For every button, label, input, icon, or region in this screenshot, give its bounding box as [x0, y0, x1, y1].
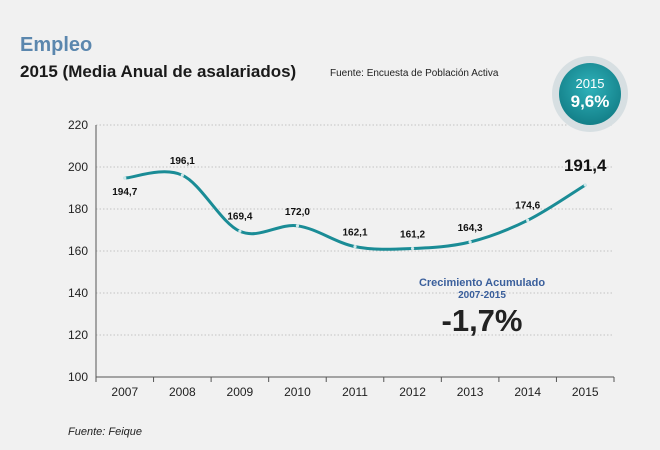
badge: 2015 9,6%	[552, 56, 628, 132]
y-tick-label: 120	[68, 328, 88, 342]
x-tick-label: 2013	[457, 385, 484, 399]
data-label: 169,4	[227, 211, 252, 222]
growth-label: Crecimiento Acumulado	[419, 277, 545, 289]
data-point	[583, 183, 587, 187]
y-tick-label: 100	[68, 370, 88, 384]
x-tick-label: 2009	[227, 385, 254, 399]
x-tick-label: 2008	[169, 385, 196, 399]
data-label: 162,1	[342, 228, 367, 239]
growth-period: 2007-2015	[458, 290, 506, 301]
x-tick-label: 2007	[111, 385, 138, 399]
x-tick-label: 2012	[399, 385, 426, 399]
data-label: 164,3	[458, 223, 483, 234]
source-note-bottom: Fuente: Feique	[68, 426, 142, 438]
data-label: 191,4	[564, 156, 607, 175]
y-tick-label: 140	[68, 286, 88, 300]
data-label: 161,2	[400, 229, 425, 240]
chart-subtitle: 2015 (Media Anual de asalariados)	[20, 62, 297, 81]
data-point	[526, 218, 530, 222]
badge-year: 2015	[576, 76, 605, 91]
chart-title: Empleo	[20, 34, 93, 56]
data-label: 174,6	[515, 200, 540, 211]
growth-value: -1,7%	[442, 303, 523, 338]
data-point	[238, 229, 242, 233]
data-point	[123, 176, 127, 180]
data-label: 196,1	[170, 156, 195, 167]
y-tick-label: 220	[68, 118, 88, 132]
x-tick-label: 2010	[284, 385, 311, 399]
badge-circle	[559, 63, 621, 125]
data-point	[295, 224, 300, 228]
x-tick-label: 2015	[572, 385, 599, 399]
y-tick-label: 160	[68, 244, 88, 258]
source-note-top: Fuente: Encuesta de Población Activa	[330, 68, 499, 79]
data-label: 172,0	[285, 207, 310, 218]
y-tick-label: 200	[68, 160, 88, 174]
data-point	[180, 173, 184, 177]
x-tick-label: 2011	[342, 385, 368, 399]
data-point	[468, 240, 472, 244]
y-tick-label: 180	[68, 202, 88, 216]
data-point	[410, 246, 415, 251]
growth-annotation: Crecimiento Acumulado 2007-2015 -1,7%	[419, 277, 545, 338]
x-tick-label: 2014	[514, 385, 541, 399]
data-label: 194,7	[112, 187, 137, 198]
badge-value: 9,6%	[571, 92, 610, 111]
data-point	[353, 244, 357, 249]
